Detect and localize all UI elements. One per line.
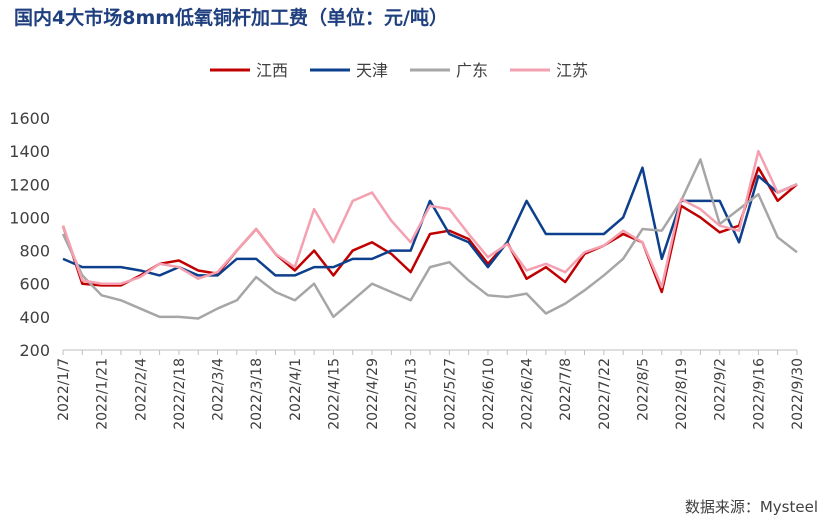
series-line — [61, 158, 798, 320]
legend-label: 江西 — [256, 61, 288, 80]
x-tick-label: 2022/1/21 — [95, 358, 111, 430]
y-tick-label: 1000 — [9, 208, 50, 227]
y-tick-label: 800 — [19, 242, 50, 261]
x-tick-label: 2022/2/4 — [133, 358, 149, 421]
x-tick-label: 2022/9/16 — [751, 358, 767, 430]
series-line — [61, 166, 798, 294]
x-tick-label: 2022/8/5 — [635, 358, 651, 421]
legend-label: 江苏 — [556, 61, 588, 80]
x-tick-label: 2022/3/4 — [211, 358, 227, 421]
chart-title: 国内4大市场8mm低氧铜杆加工费（单位：元/吨） — [14, 6, 448, 29]
y-tick-label: 1200 — [9, 175, 50, 194]
x-tick-label: 2022/5/27 — [442, 358, 458, 430]
y-tick-label: 400 — [19, 308, 50, 327]
series-line — [62, 166, 798, 277]
y-tick-label: 1600 — [9, 109, 50, 128]
legend-label: 广东 — [456, 61, 488, 80]
x-tick-label: 2022/2/18 — [172, 358, 188, 430]
x-tick-label: 2022/6/10 — [481, 358, 497, 430]
x-tick-label: 2022/7/22 — [597, 358, 613, 430]
x-tick-label: 2022/8/19 — [674, 358, 690, 430]
x-tick-label: 2022/4/29 — [365, 358, 381, 430]
series-line — [61, 149, 798, 289]
y-tick-label: 600 — [19, 275, 50, 294]
x-tick-label: 2022/5/13 — [404, 358, 420, 430]
x-tick-label: 2022/4/1 — [288, 358, 304, 421]
x-tick-label: 2022/9/2 — [713, 358, 729, 421]
legend-label: 天津 — [356, 61, 388, 80]
x-tick-label: 2022/7/8 — [558, 358, 574, 421]
source: 数据来源：Mysteel — [685, 498, 818, 516]
x-tick-label: 2022/1/7 — [56, 358, 72, 421]
y-tick-label: 1400 — [9, 142, 50, 161]
x-tick-label: 2022/9/30 — [790, 358, 806, 430]
x-tick-label: 2022/4/15 — [326, 358, 342, 430]
x-tick-label: 2022/3/18 — [249, 358, 265, 430]
x-tick-label: 2022/6/24 — [520, 358, 536, 430]
y-tick-label: 200 — [19, 341, 50, 360]
